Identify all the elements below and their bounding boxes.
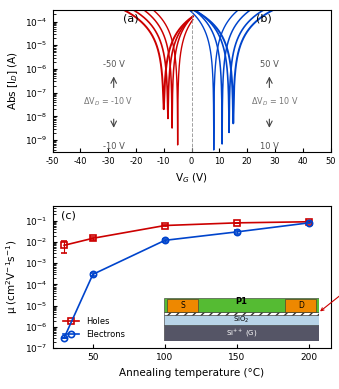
- Text: $\Delta$V$_D$ = -10 V: $\Delta$V$_D$ = -10 V: [83, 96, 133, 108]
- Y-axis label: μ (cm$^2$V$^{-1}$s$^{-1}$): μ (cm$^2$V$^{-1}$s$^{-1}$): [4, 240, 20, 314]
- Text: $\Delta$V$_D$ = 10 V: $\Delta$V$_D$ = 10 V: [251, 96, 299, 108]
- Text: -10 V: -10 V: [103, 142, 125, 151]
- Text: (b): (b): [256, 14, 272, 24]
- X-axis label: Annealing temperature (°C): Annealing temperature (°C): [119, 368, 264, 378]
- Text: 10 V: 10 V: [260, 142, 279, 151]
- Text: (c): (c): [61, 210, 76, 220]
- Y-axis label: Abs [I$_D$] (A): Abs [I$_D$] (A): [6, 51, 20, 110]
- X-axis label: V$_G$ (V): V$_G$ (V): [175, 171, 208, 185]
- Legend: Holes, Electrons: Holes, Electrons: [59, 314, 128, 343]
- Text: 50 V: 50 V: [260, 60, 279, 69]
- Text: (a): (a): [123, 14, 138, 24]
- Text: -50 V: -50 V: [103, 60, 125, 69]
